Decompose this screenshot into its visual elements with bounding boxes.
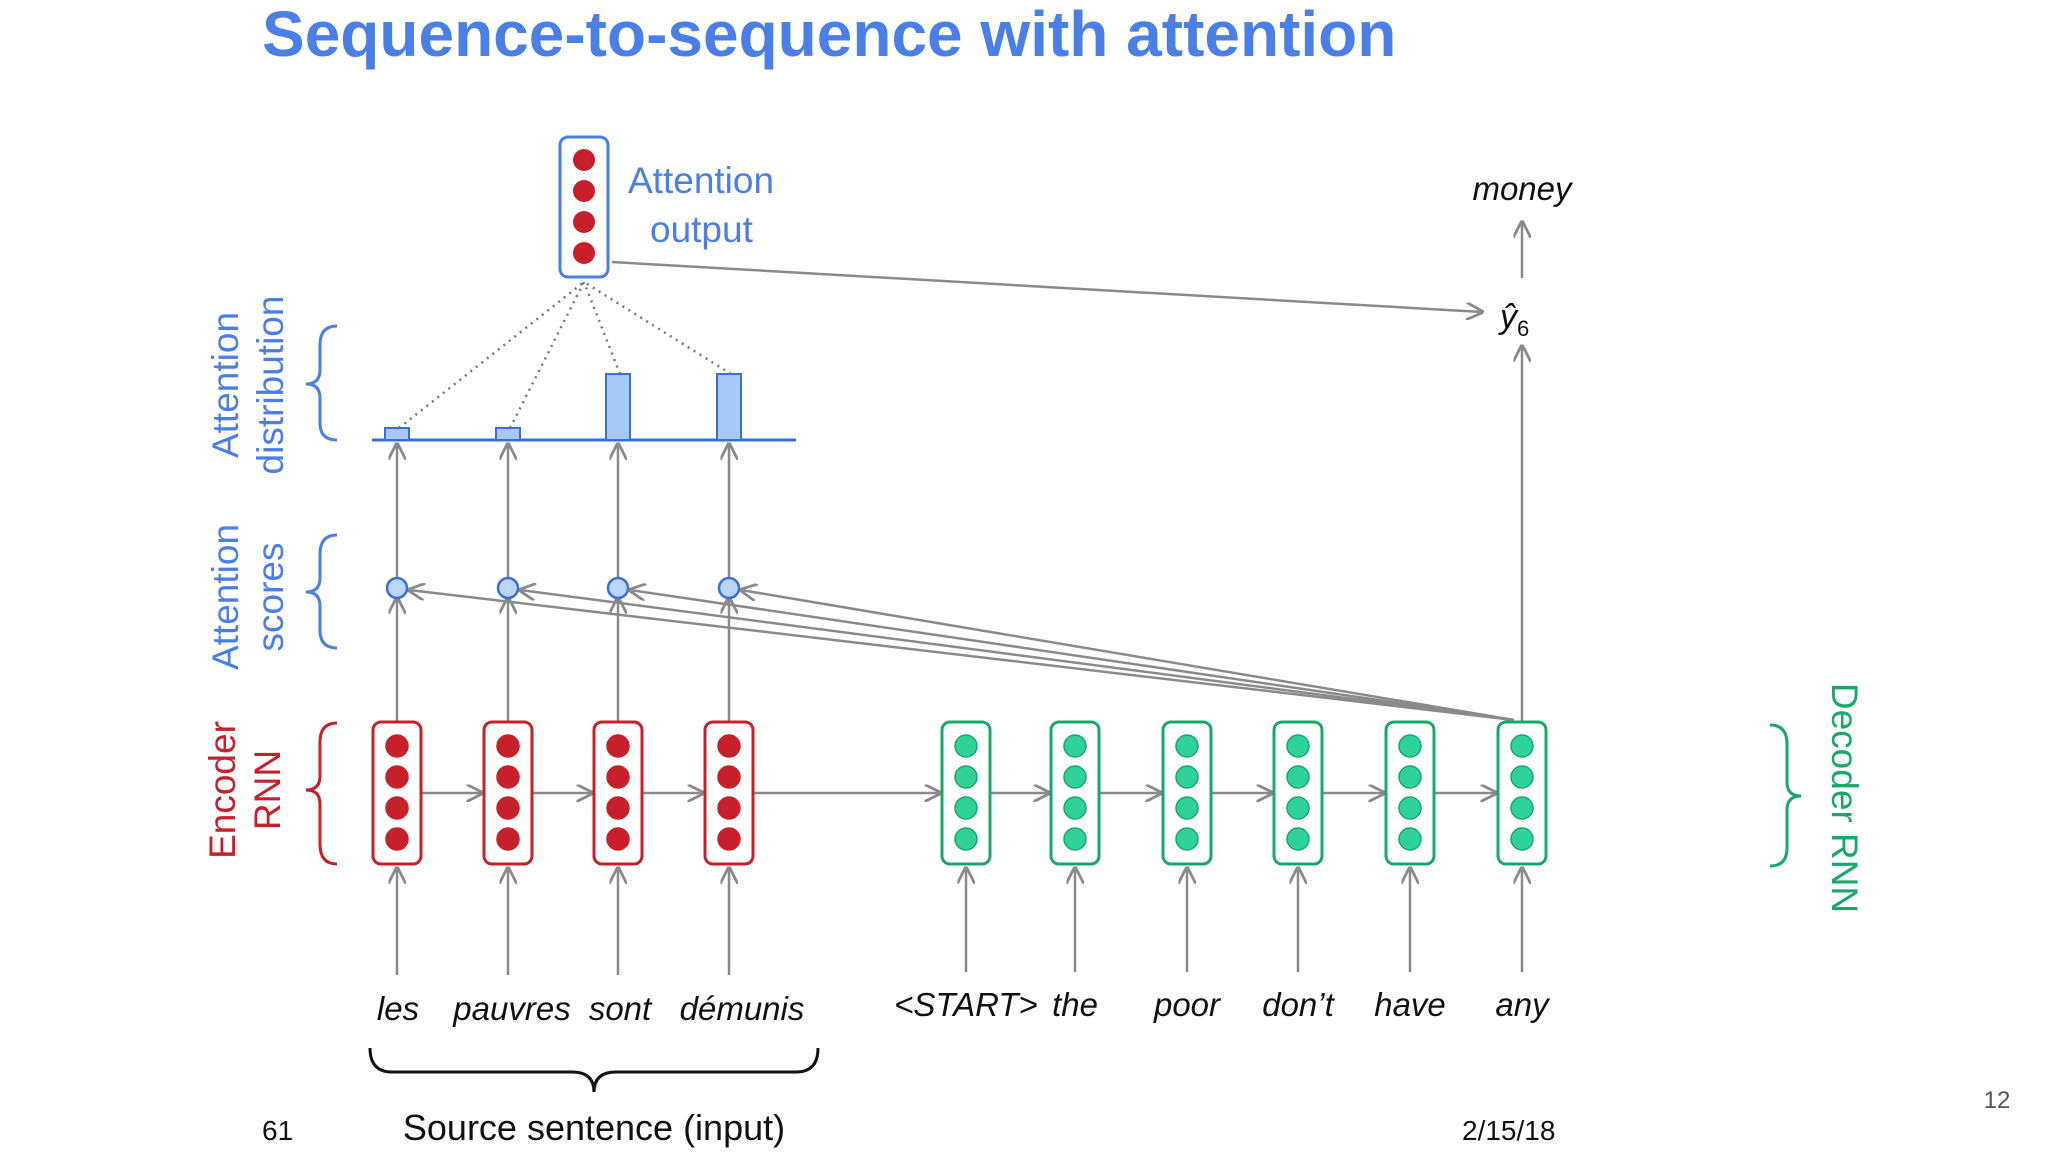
attention-scores-line1: Attention xyxy=(205,524,246,670)
decoder-to-score-arrow-3 xyxy=(741,590,1515,722)
decoder-cell-5 xyxy=(1496,720,1548,866)
attention-output-label-line2: output xyxy=(650,209,754,250)
attention-output-vector xyxy=(558,135,610,279)
attention-bar-1 xyxy=(495,427,521,441)
attention-dotted-line-2 xyxy=(582,281,622,375)
decoder-words: <START> the poor don’t have any xyxy=(894,986,1551,1023)
decoder-word-4: have xyxy=(1374,986,1446,1023)
attention-score-node-3 xyxy=(717,576,741,600)
attention-bar-0 xyxy=(384,427,410,441)
attention-score-node-2 xyxy=(606,576,630,600)
encoder-rnn-brace xyxy=(305,721,338,866)
page-corner-number: 12 xyxy=(1984,1087,2011,1114)
attention-distribution-line2: distribution xyxy=(250,296,291,475)
decoder-word-0: <START> xyxy=(894,986,1038,1023)
attention-distribution-bars xyxy=(384,373,742,441)
encoder-rnn-line2: RNN xyxy=(247,750,288,830)
attention-score-node-0 xyxy=(385,576,409,600)
encoder-word-3: démunis xyxy=(680,990,805,1027)
decoder-cells xyxy=(940,720,1548,866)
encoder-cells xyxy=(371,720,755,866)
slide-title: Sequence-to-sequence with attention xyxy=(262,0,1396,70)
decoder-rnn-text: Decoder RNN xyxy=(1824,683,1865,913)
decoder-word-2: poor xyxy=(1153,986,1222,1023)
attention-scores-label: Attention scores xyxy=(205,524,338,670)
encoder-word-1: pauvres xyxy=(452,990,570,1027)
attention-distribution-brace xyxy=(305,324,338,442)
source-sentence-label: Source sentence (input) xyxy=(403,1107,785,1148)
prediction-subscript: 6 xyxy=(1517,316,1529,341)
encoder-cell-0 xyxy=(371,720,423,866)
encoder-words: les pauvres sont démunis xyxy=(377,990,804,1027)
attention-score-node-1 xyxy=(496,576,520,600)
decoder-cell-4 xyxy=(1384,720,1436,866)
decoder-cell-0 xyxy=(940,720,992,866)
decoder-rnn-brace xyxy=(1769,723,1802,868)
attention-output-label-line1: Attention xyxy=(628,160,774,201)
attention-score-nodes xyxy=(385,576,741,600)
attention-dotted-line-1 xyxy=(508,281,586,429)
decoder-to-score-arrow-0 xyxy=(409,590,1515,722)
encoder-rnn-label: Encoder RNN xyxy=(202,721,338,866)
slide-date: 2/15/18 xyxy=(1462,1115,1555,1146)
decoder-to-score-arrow-1 xyxy=(520,590,1515,722)
encoder-cell-3 xyxy=(703,720,755,866)
prediction-y-hat: ŷ6 xyxy=(1498,298,1529,341)
decoder-cell-2 xyxy=(1161,720,1213,866)
attention-dotted-line-0 xyxy=(398,281,585,429)
encoder-rnn-line1: Encoder xyxy=(202,721,243,859)
encoder-cell-2 xyxy=(592,720,644,866)
encoder-cell-1 xyxy=(482,720,534,866)
attention-bar-3 xyxy=(716,373,742,441)
attention-scores-brace xyxy=(305,533,338,650)
output-word-money: money xyxy=(1472,170,1574,207)
attention-scores-line2: scores xyxy=(250,543,291,652)
source-sentence-brace xyxy=(368,1047,820,1093)
decoder-word-3: don’t xyxy=(1262,986,1335,1023)
decoder-cell-3 xyxy=(1272,720,1324,866)
encoder-word-2: sont xyxy=(589,990,653,1027)
attention-dotted-line-3 xyxy=(583,280,732,376)
decoder-to-score-arrow-2 xyxy=(630,590,1515,722)
decoder-word-1: the xyxy=(1052,986,1098,1023)
encoder-word-0: les xyxy=(377,990,419,1027)
attention-dotted-lines xyxy=(398,280,732,429)
attention-output-to-prediction-arrow xyxy=(611,260,1482,312)
attention-bar-2 xyxy=(605,373,631,441)
decoder-cell-1 xyxy=(1049,720,1101,866)
decoder-rnn-label: Decoder RNN xyxy=(1769,683,1865,913)
connectors xyxy=(372,222,1522,975)
decoder-word-5: any xyxy=(1495,986,1551,1023)
attention-distribution-label: Attention distribution xyxy=(205,296,338,475)
slide-number: 61 xyxy=(262,1115,293,1146)
prediction-symbol: ŷ xyxy=(1498,298,1519,336)
attention-distribution-line1: Attention xyxy=(205,312,246,458)
